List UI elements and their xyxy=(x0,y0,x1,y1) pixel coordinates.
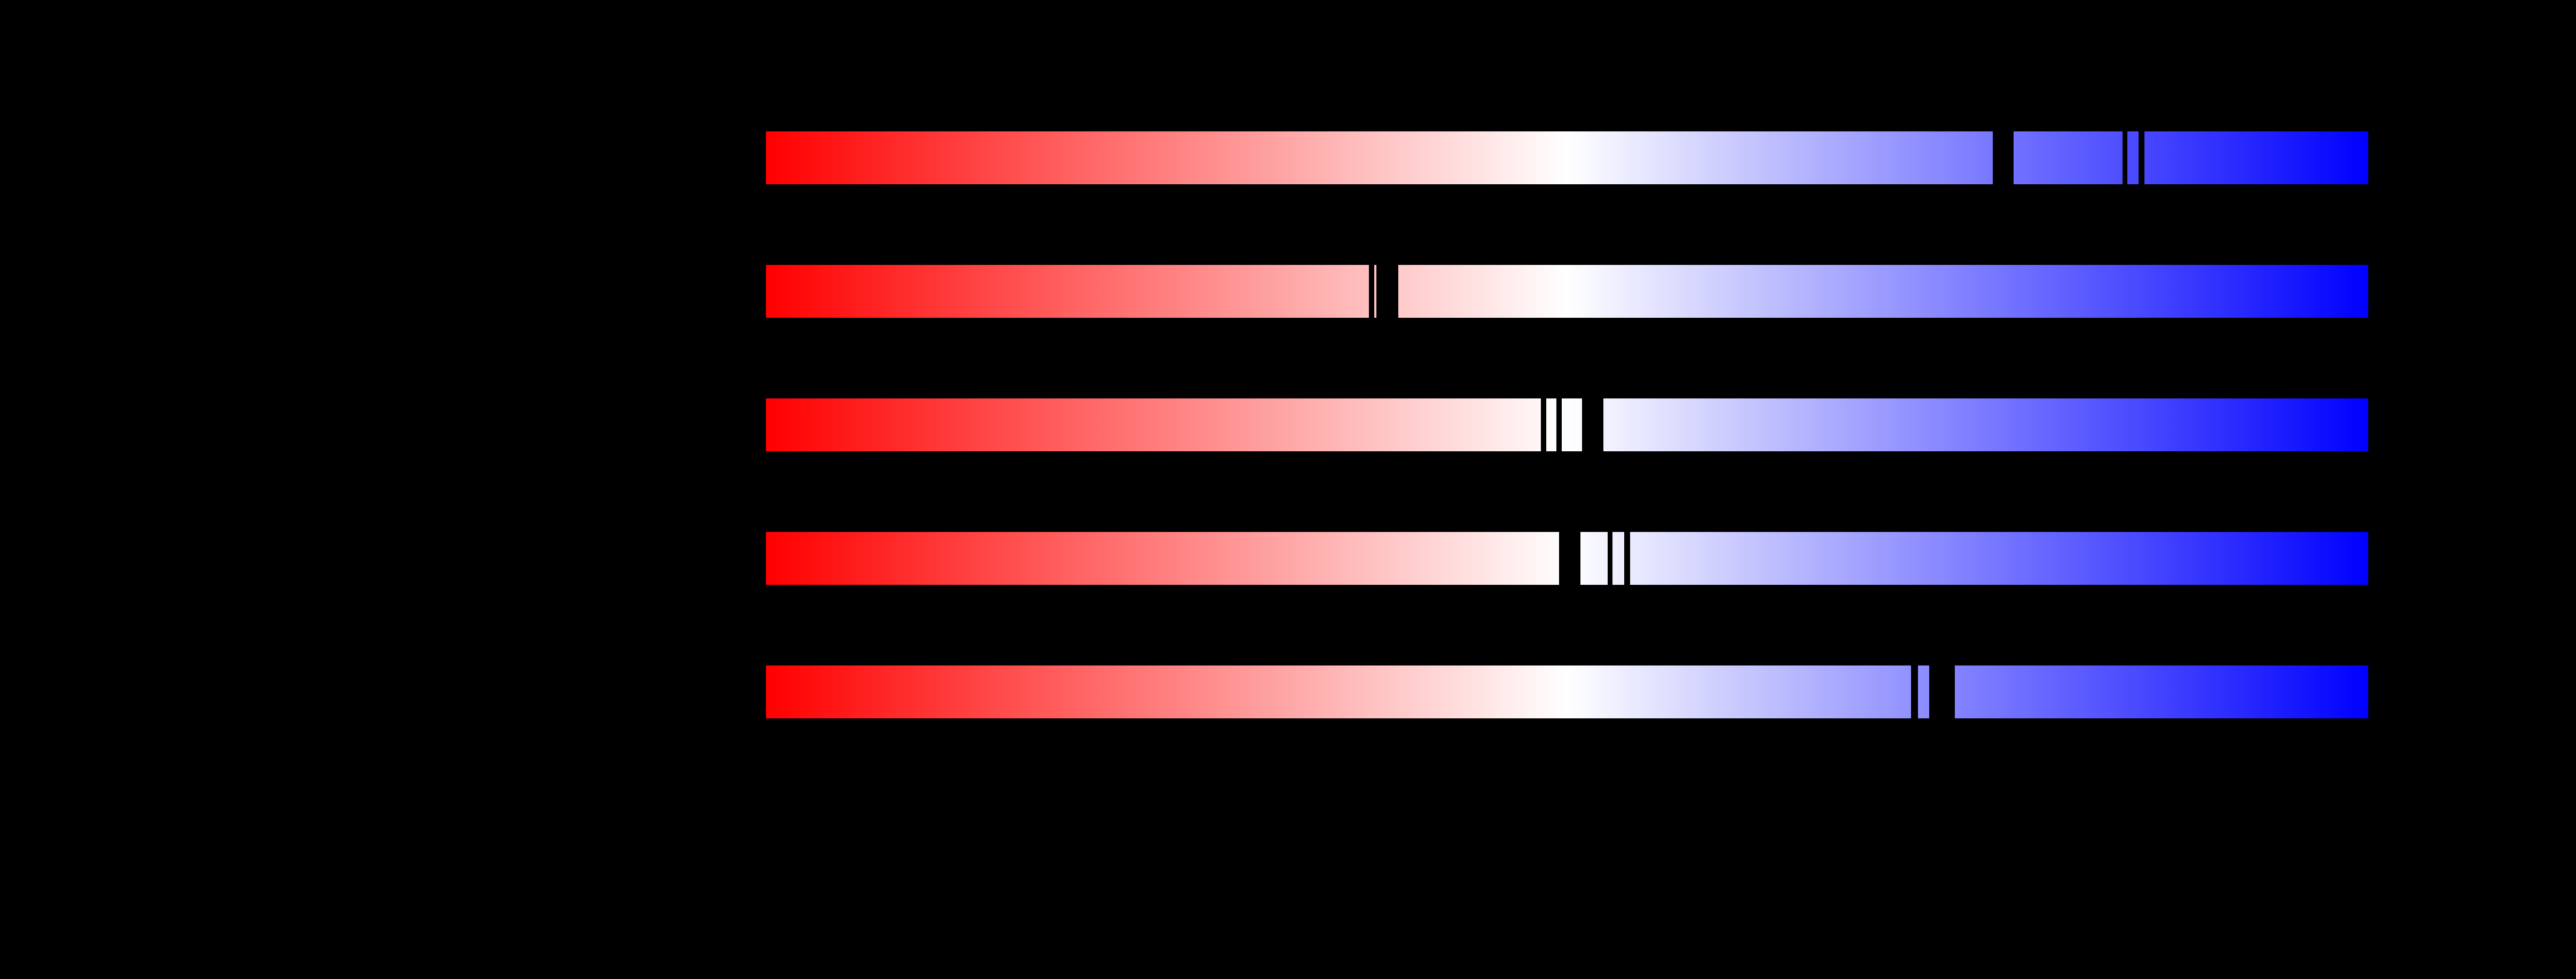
gradient-bar-2 xyxy=(766,265,2368,318)
wide-marker-tick xyxy=(1993,131,2014,184)
gradient-bar-3 xyxy=(766,398,2368,451)
gradient-bar-5 xyxy=(766,665,2368,718)
wide-marker-tick xyxy=(1582,398,1603,451)
gradient-bar-4 xyxy=(766,532,2368,585)
thin-marker-tick xyxy=(1369,265,1374,318)
thin-marker-tick xyxy=(1911,665,1918,718)
gradient-bar-1 xyxy=(766,131,2368,184)
thin-marker-tick xyxy=(1624,532,1630,585)
thin-marker-tick xyxy=(1541,398,1546,451)
thin-marker-tick xyxy=(2139,131,2144,184)
wide-marker-tick xyxy=(1559,532,1580,585)
wide-marker-tick xyxy=(1376,265,1398,318)
thin-marker-tick xyxy=(1556,398,1562,451)
thin-marker-tick xyxy=(1608,532,1612,585)
wide-marker-tick xyxy=(1929,665,1955,718)
thin-marker-tick xyxy=(2123,131,2127,184)
